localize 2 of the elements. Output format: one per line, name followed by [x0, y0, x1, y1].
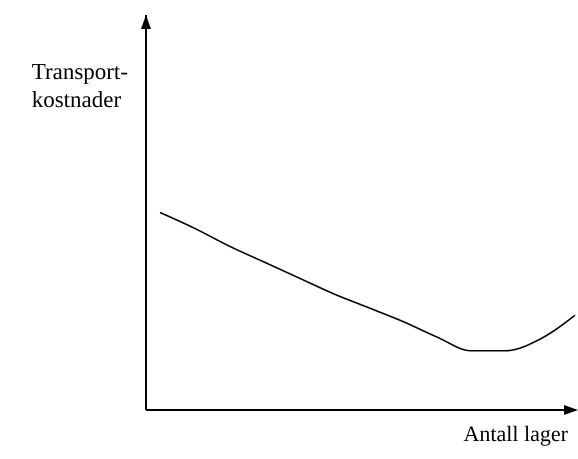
x-axis-title: Antall lager: [464, 421, 568, 447]
y-axis-title: Transport- kostnader: [32, 58, 128, 114]
